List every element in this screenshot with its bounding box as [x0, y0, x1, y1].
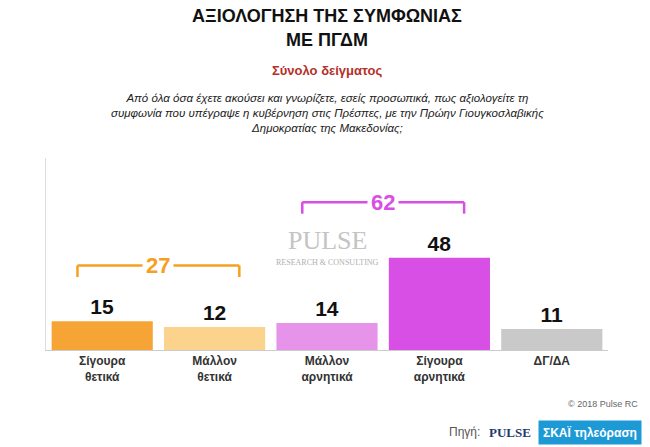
svg-text:Μάλλονθετικά: Μάλλονθετικά [192, 354, 237, 384]
svg-text:62: 62 [371, 190, 395, 215]
svg-text:Από όλα όσα έχετε ακούσει και: Από όλα όσα έχετε ακούσει και γνωρίζετε,… [111, 92, 544, 134]
svg-text:15: 15 [90, 295, 114, 318]
svg-text:Σύνολο δείγματος: Σύνολο δείγματος [272, 63, 382, 78]
svg-text:PULSE: PULSE [288, 226, 367, 255]
svg-text:RESEARCH & CONSULTING: RESEARCH & CONSULTING [276, 258, 379, 267]
svg-text:PULSE: PULSE [489, 425, 531, 440]
svg-text:Μάλλοναρνητικά: Μάλλοναρνητικά [301, 354, 353, 384]
svg-text:Σίγουρααρνητικά: Σίγουρααρνητικά [414, 354, 466, 384]
svg-text:48: 48 [428, 232, 452, 255]
svg-text:ΣΚΑΪ τηλεόραση: ΣΚΑΪ τηλεόραση [543, 425, 637, 440]
svg-text:Σίγουραθετικά: Σίγουραθετικά [79, 354, 126, 384]
svg-text:27: 27 [146, 253, 170, 278]
svg-text:11: 11 [541, 303, 564, 326]
svg-text:14: 14 [315, 297, 339, 320]
svg-text:ΑΞΙΟΛΟΓΗΣΗ ΤΗΣ ΣΥΜΦΩΝΙΑΣΜΕ ΠΓΔ: ΑΞΙΟΛΟΓΗΣΗ ΤΗΣ ΣΥΜΦΩΝΙΑΣΜΕ ΠΓΔΜ [192, 6, 462, 49]
svg-text:ΔΓ/ΔΑ: ΔΓ/ΔΑ [534, 354, 571, 368]
svg-text:© 2018 Pulse RC: © 2018 Pulse RC [568, 399, 638, 409]
svg-text:12: 12 [203, 301, 226, 324]
svg-text:Πηγή:: Πηγή: [449, 425, 480, 439]
